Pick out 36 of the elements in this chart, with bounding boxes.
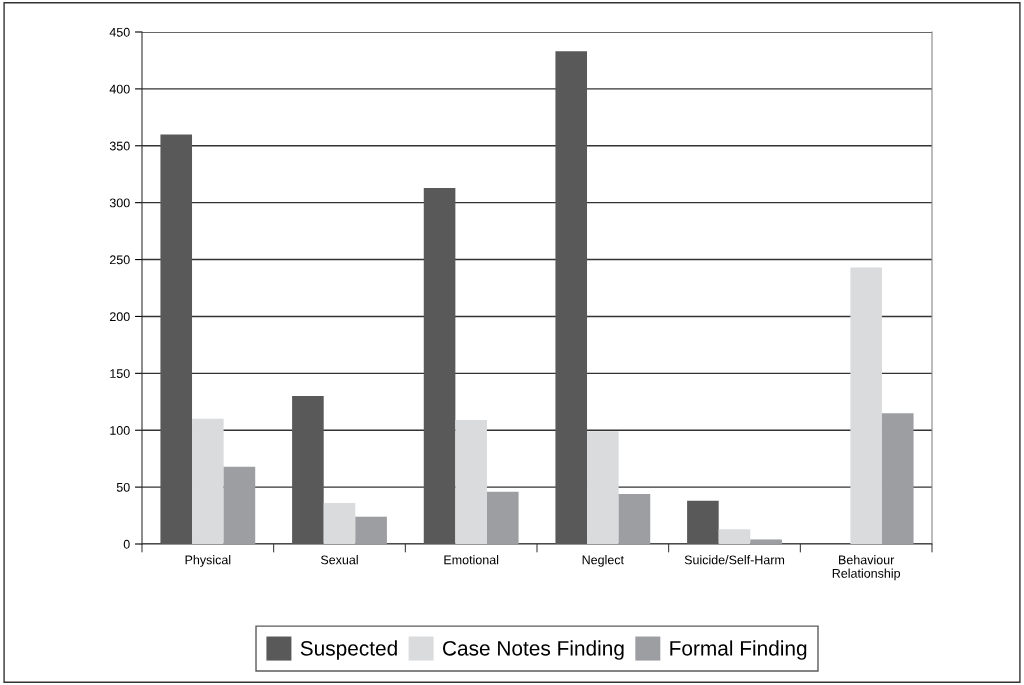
bar [223,466,256,544]
x-tick-label: Suicide/Self-Harm [684,555,785,565]
bar [455,419,487,544]
x-tick-label: Physical [185,555,231,567]
x-tick-label: Emotional [444,555,499,565]
bar [423,187,456,544]
x-tick-label: Neglect [582,555,624,567]
bar [555,51,588,544]
y-tick-label: 50 [116,482,130,492]
y-tick-label: 450 [109,27,130,37]
bar [850,267,882,544]
legend-label: Formal Finding [670,640,807,660]
bar [881,413,914,544]
bar [587,431,619,544]
bar [323,503,356,544]
bar [192,418,224,544]
bar [618,493,651,544]
y-tick-label: 200 [109,312,130,322]
y-tick-label: 300 [109,198,130,208]
bar [687,500,719,544]
bar [355,516,387,544]
y-tick-label: 150 [110,369,130,378]
y-tick-label: 0 [123,539,130,549]
bar [292,396,324,544]
bar [160,134,193,544]
x-tick-label: Sexual [320,555,358,565]
legend-label: Case Notes Finding [443,640,624,660]
x-tick-label: Behaviour Relationship [832,555,901,581]
bar [486,491,519,544]
y-tick-label: 350 [109,141,130,151]
bar [718,529,751,544]
y-tick-label: 100 [110,426,130,435]
bar [750,539,782,544]
legend-label: Suspected [300,640,397,660]
y-tick-label: 400 [109,84,130,94]
y-tick-label: 250 [109,255,130,265]
